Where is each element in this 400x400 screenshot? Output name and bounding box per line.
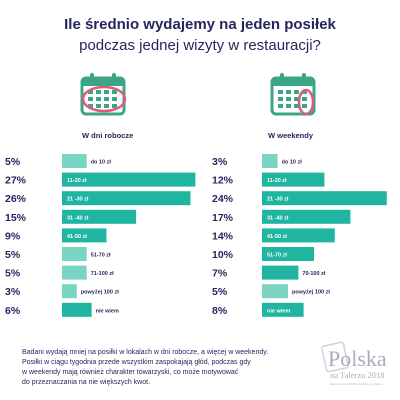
- weekend-category-label: 31 -40 zł: [267, 215, 289, 221]
- weekend-bar: [262, 172, 325, 187]
- weekend-value-label: 3%: [212, 156, 228, 168]
- weekend-bar: [262, 191, 387, 206]
- weekend-bar: [262, 265, 299, 280]
- footer-line: w weekendy mają również charakter towarz…: [22, 369, 239, 376]
- weekend-bar: [262, 302, 304, 317]
- footer-note: Badani wydają mniej na posiłki w lokalac…: [22, 348, 312, 388]
- weekday-category-label: nie wiem: [96, 308, 119, 314]
- logo-tagline: Raport Firmy MAKRO Cash&Carry Polska: [330, 382, 383, 386]
- weekday-category-label: 31 -40 zł: [67, 215, 89, 221]
- footer-line: do przeznaczania na nie większych kwot.: [22, 379, 151, 386]
- weekday-bar: [62, 302, 92, 317]
- weekend-category-label: 41-50 zł: [267, 234, 287, 240]
- weekday-value-label: 5%: [5, 156, 21, 168]
- weekend-category-label: 70-100 zł: [302, 271, 325, 277]
- weekday-bar: [62, 228, 107, 243]
- weekend-category-label: powyżej 100 zł: [292, 290, 330, 296]
- weekend-bar: [262, 247, 314, 261]
- weekday-bar: [62, 265, 87, 280]
- footer-line: Badani wydają mniej na posiłki w lokalac…: [22, 349, 269, 356]
- calendar-weekend-icon: [270, 73, 316, 116]
- weekday-bar: [62, 172, 196, 187]
- weekend-category-label: 21 -30 zł: [267, 197, 289, 203]
- weekday-bar: [62, 191, 191, 206]
- weekday-category-label: do 10 zł: [91, 160, 112, 166]
- weekend-value-label: 12%: [212, 175, 234, 187]
- weekday-value-label: 9%: [5, 230, 21, 242]
- weekday-category-label: powyżej 100 zł: [81, 290, 119, 296]
- weekday-bar: [62, 247, 87, 261]
- bar-chart: 5% do 10 zł 27% 11-20 zł 26% 21 -30 zł 15% 31 -…: [5, 154, 387, 317]
- weekday-label: W dni robocze: [82, 131, 134, 140]
- weekend-value-label: 7%: [212, 268, 228, 280]
- page-subtitle: podczas jednej wizyty w restauracji?: [79, 37, 321, 54]
- weekday-category-label: 11-20 zł: [67, 178, 87, 184]
- weekday-category-label: 21 -30 zł: [67, 197, 89, 203]
- weekend-value-label: 24%: [212, 193, 234, 205]
- weekday-bar: [62, 284, 77, 299]
- weekend-category-label: 11-20 zł: [267, 178, 287, 184]
- weekend-bar: [262, 228, 335, 243]
- weekend-value-label: 5%: [212, 286, 228, 298]
- weekday-value-label: 5%: [5, 249, 21, 261]
- weekday-value-label: 27%: [5, 175, 27, 187]
- weekend-value-label: 14%: [212, 230, 234, 242]
- weekend-category-label: 51-70 zł: [267, 253, 287, 259]
- weekday-value-label: 6%: [5, 305, 21, 317]
- weekday-bar: [62, 209, 137, 224]
- weekday-value-label: 5%: [5, 268, 21, 280]
- weekend-bar: [262, 284, 288, 299]
- weekend-value-label: 17%: [212, 212, 234, 224]
- weekday-category-label: 51-70 zł: [91, 253, 111, 259]
- weekday-value-label: 15%: [5, 212, 27, 224]
- weekend-value-label: 10%: [212, 249, 234, 261]
- logo-subtitle: na Talerzu 2018: [330, 370, 384, 380]
- weekend-label: W weekendy: [268, 131, 314, 140]
- weekday-value-label: 26%: [5, 193, 27, 205]
- footer-line: Posiłki w ciągu tygodnia przede wszystki…: [22, 359, 251, 366]
- weekend-bar: [262, 209, 351, 224]
- weekday-category-label: 71-100 zł: [91, 271, 114, 277]
- weekend-bar: [262, 154, 278, 168]
- report-logo: Polska na Talerzu 2018 Raport Firmy MAKR…: [321, 341, 387, 386]
- page-title: Ile średnio wydajemy na jeden posiłek: [64, 16, 336, 33]
- weekday-value-label: 3%: [5, 286, 21, 298]
- weekend-value-label: 8%: [212, 305, 228, 317]
- weekday-bar: [62, 154, 87, 168]
- weekday-category-label: 41-50 zł: [67, 234, 87, 240]
- weekend-category-label: do 10 zł: [282, 160, 303, 166]
- logo-brand: Polska: [328, 346, 387, 371]
- calendar-weekday-icon: [80, 73, 127, 116]
- weekend-category-label: nie wiem: [267, 308, 290, 314]
